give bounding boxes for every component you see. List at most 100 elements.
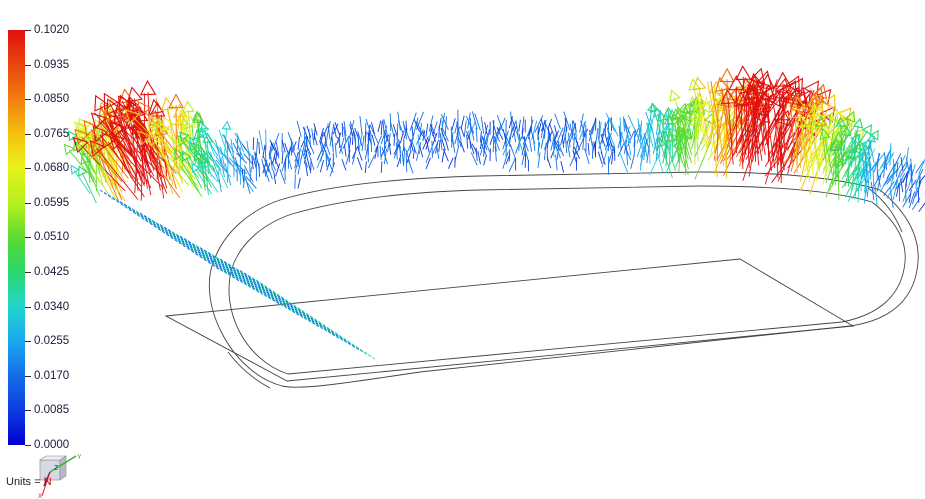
colorbar-tick-8: [25, 307, 31, 308]
force-vector: [556, 127, 564, 143]
force-vector: [477, 151, 481, 165]
force-vector: [403, 123, 411, 142]
force-vector: [624, 146, 632, 161]
force-vector: [765, 102, 776, 169]
force-vector: [357, 130, 363, 147]
force-vector: [416, 120, 424, 137]
force-vector: [258, 141, 261, 154]
force-vector: [297, 149, 301, 168]
force-vector: [574, 137, 581, 151]
force-vector: [367, 144, 369, 163]
force-vector: [410, 139, 417, 155]
force-vector: [679, 126, 693, 164]
force-vector: [405, 152, 408, 172]
force-vector: [639, 150, 643, 171]
force-vector: [268, 154, 277, 171]
force-vector: [307, 151, 315, 171]
force-vector-head: [852, 117, 864, 129]
force-vector-head: [113, 106, 129, 124]
force-vector: [471, 111, 478, 130]
force-vector: [591, 141, 594, 159]
force-vector-head: [687, 96, 700, 109]
force-vector: [294, 155, 300, 174]
force-vector: [895, 182, 900, 197]
force-vector: [439, 132, 443, 151]
force-vector: [483, 124, 489, 141]
force-vector: [865, 161, 869, 184]
force-vector: [412, 117, 419, 137]
force-vector-head: [861, 124, 873, 136]
force-vector-head: [149, 131, 162, 147]
force-vector: [275, 139, 280, 156]
force-vector: [273, 170, 277, 185]
force-vector: [359, 115, 363, 135]
force-vector: [444, 138, 449, 151]
force-vector-head: [680, 102, 692, 115]
force-vector-head: [103, 92, 119, 111]
force-vector-head: [719, 67, 735, 83]
colorbar-tick-1: [25, 65, 31, 66]
force-vector: [371, 122, 376, 136]
force-vector: [695, 116, 699, 162]
force-vector: [176, 148, 200, 179]
force-vector-head: [737, 89, 755, 106]
force-vector: [216, 163, 229, 189]
force-vector: [803, 104, 816, 159]
force-vector: [899, 160, 908, 174]
force-vector: [311, 128, 315, 146]
force-vector: [580, 120, 587, 138]
force-vector: [262, 164, 270, 182]
force-vector: [262, 144, 266, 159]
force-vector-head: [162, 116, 175, 131]
force-vector-head: [656, 136, 667, 149]
force-vector: [492, 135, 495, 153]
force-vector: [357, 133, 360, 150]
force-vector-head: [180, 117, 193, 131]
force-vector-head: [785, 75, 800, 93]
force-vector: [679, 114, 693, 155]
colorbar-tick-2: [25, 99, 31, 100]
force-vector: [456, 121, 462, 141]
force-vector: [273, 156, 280, 169]
colorbar-label-9: 0.0255: [34, 335, 70, 347]
force-vector-head: [74, 128, 90, 145]
force-vector: [801, 123, 811, 172]
force-vector: [847, 173, 858, 202]
force-vector: [401, 150, 405, 167]
force-vector: [716, 106, 743, 161]
force-vector: [409, 139, 414, 152]
force-vector-head: [829, 140, 841, 152]
force-vector: [572, 120, 574, 136]
force-vector: [306, 137, 315, 154]
force-vector: [160, 132, 177, 190]
force-vector-head: [189, 136, 200, 147]
force-vector: [673, 97, 689, 138]
force-vector: [226, 145, 238, 167]
force-vector: [116, 141, 164, 189]
force-vector: [397, 111, 401, 131]
force-vector: [425, 140, 430, 153]
force-vector: [867, 174, 870, 196]
colorbar-tick-4: [25, 168, 31, 169]
force-vector: [566, 141, 571, 158]
force-vector: [889, 143, 892, 166]
force-vector-head: [832, 155, 845, 166]
ring-inner-outline: [228, 185, 906, 375]
force-vector: [851, 137, 854, 168]
orientation-triad[interactable]: Y Z X: [36, 452, 86, 498]
force-vector: [281, 139, 286, 153]
force-vector: [377, 120, 382, 133]
force-vector: [383, 134, 390, 147]
force-vector: [331, 132, 334, 153]
force-vector: [735, 84, 764, 146]
force-vector-head: [791, 90, 808, 108]
force-vector-head: [714, 76, 730, 93]
force-vector: [396, 142, 398, 160]
force-vector: [325, 154, 334, 173]
force-vector-head: [221, 120, 232, 130]
force-vector: [918, 174, 925, 184]
force-vector: [508, 158, 516, 172]
force-vector: [861, 152, 865, 174]
force-vector: [777, 120, 805, 182]
